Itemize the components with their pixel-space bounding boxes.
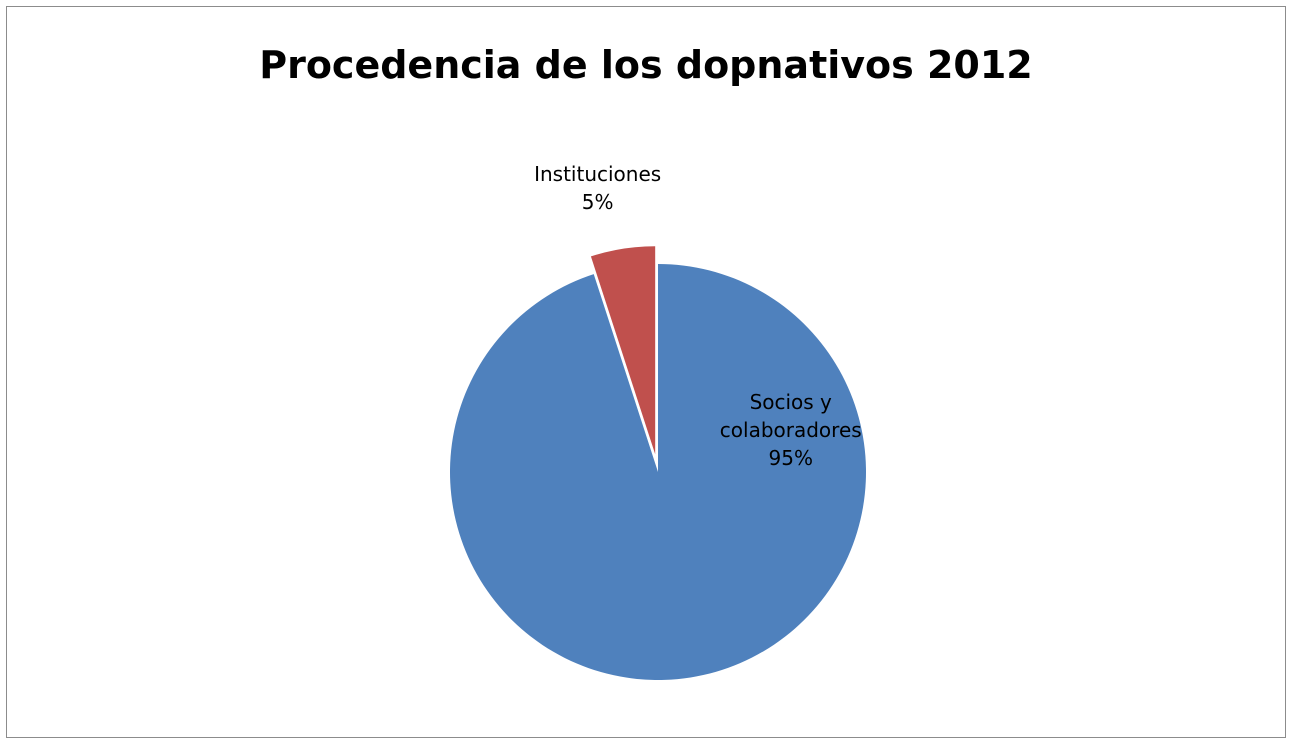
data-label-line: 5% (582, 190, 614, 214)
data-label-line: colaboradores (720, 418, 862, 442)
data-label-instituciones: Instituciones 5% (534, 162, 661, 214)
pie-slice-instituciones (590, 246, 656, 455)
data-label-line: Instituciones (534, 162, 661, 186)
chart-title: Procedencia de los dopnativos 2012 (259, 43, 1033, 87)
pie-slice-socios-y-colaboradores (449, 264, 866, 680)
data-label-socios-y-colaboradores: Socios y colaboradores 95% (720, 390, 862, 470)
pie-chart: Socios y colaboradores 95% Instituciones 5% (449, 162, 866, 680)
data-label-line: 95% (769, 446, 813, 470)
data-label-line: Socios y (750, 390, 832, 414)
chart-area: Procedencia de los dopnativos 2012 Socio… (6, 6, 1286, 738)
